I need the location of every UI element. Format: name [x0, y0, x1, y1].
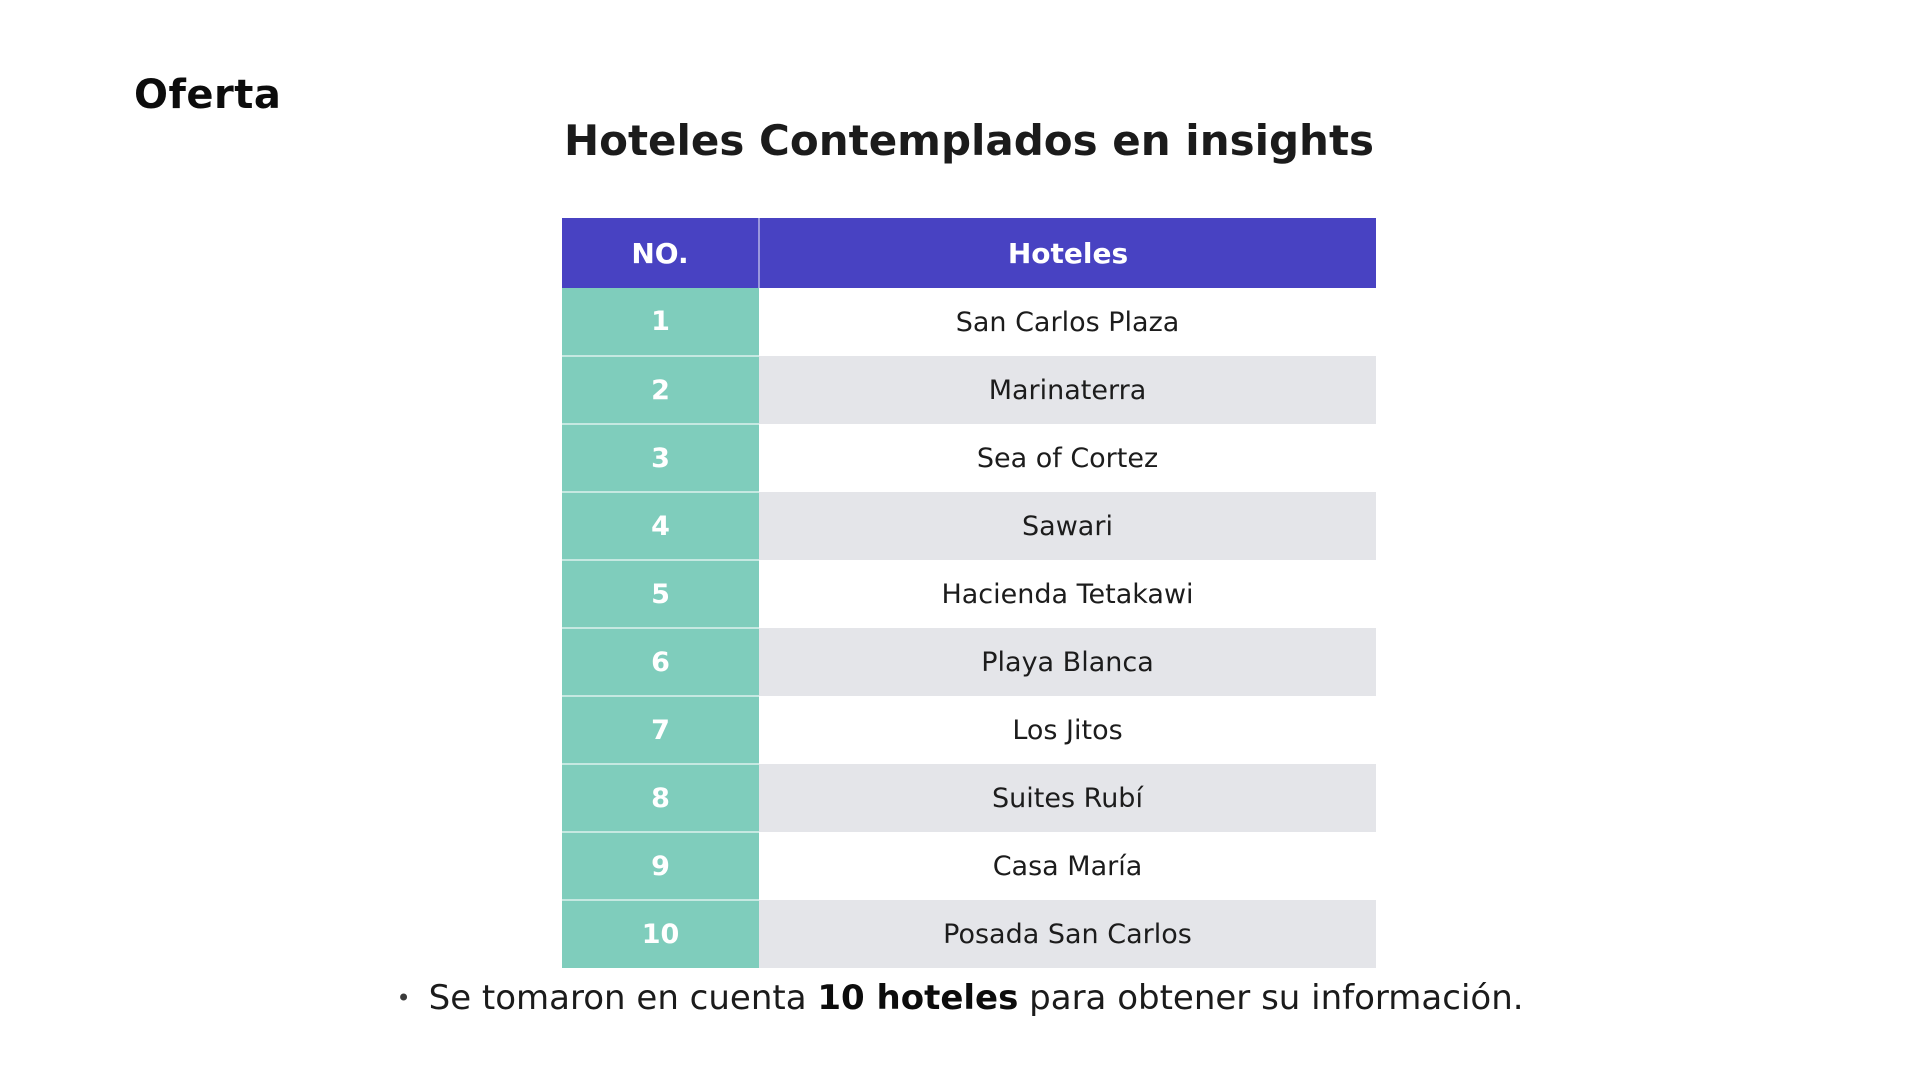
table-row: 4 Sawari — [562, 491, 1376, 560]
table-row: 7 Los Jitos — [562, 695, 1376, 764]
table-row: 6 Playa Blanca — [562, 627, 1376, 696]
table-row: 10 Posada San Carlos — [562, 899, 1376, 968]
table-row: 8 Suites Rubí — [562, 763, 1376, 832]
row-number-cell: 8 — [562, 763, 759, 832]
hotel-name-cell: Casa María — [759, 832, 1376, 900]
column-header-no: NO. — [562, 218, 760, 288]
row-number-cell: 10 — [562, 899, 759, 968]
hotel-name-cell: Sea of Cortez — [759, 424, 1376, 492]
table-row: 1 San Carlos Plaza — [562, 288, 1376, 356]
table-row: 3 Sea of Cortez — [562, 423, 1376, 492]
hotel-name-cell: Suites Rubí — [759, 764, 1376, 832]
hotels-table: NO. Hoteles 1 San Carlos Plaza 2 Marinat… — [562, 218, 1376, 968]
hotel-name-cell: Posada San Carlos — [759, 900, 1376, 968]
hotel-name-cell: Los Jitos — [759, 696, 1376, 764]
row-number-cell: 1 — [562, 288, 759, 356]
footer-text-before: Se tomaron en cuenta — [428, 978, 818, 1018]
row-number-cell: 9 — [562, 831, 759, 900]
hotel-name-cell: Playa Blanca — [759, 628, 1376, 696]
hotel-name-cell: San Carlos Plaza — [759, 288, 1376, 356]
table-body: 1 San Carlos Plaza 2 Marinaterra 3 Sea o… — [562, 288, 1376, 968]
table-header-row: NO. Hoteles — [562, 218, 1376, 288]
page-title: Hoteles Contemplados en insights — [563, 116, 1375, 165]
footer-note: • Se tomaron en cuenta 10 hoteles para o… — [0, 978, 1920, 1018]
bullet-icon: • — [396, 984, 411, 1012]
table-row: 5 Hacienda Tetakawi — [562, 559, 1376, 628]
row-number-cell: 6 — [562, 627, 759, 696]
slide-content: Hoteles Contemplados en insights NO. Hot… — [562, 116, 1376, 968]
row-number-cell: 7 — [562, 695, 759, 764]
row-number-cell: 5 — [562, 559, 759, 628]
row-number-cell: 2 — [562, 355, 759, 424]
table-row: 9 Casa María — [562, 831, 1376, 900]
row-number-cell: 3 — [562, 423, 759, 492]
footer-text: Se tomaron en cuenta 10 hoteles para obt… — [429, 978, 1524, 1018]
footer-text-after: para obtener su información. — [1018, 978, 1524, 1018]
table-row: 2 Marinaterra — [562, 355, 1376, 424]
hotel-name-cell: Marinaterra — [759, 356, 1376, 424]
column-header-hoteles: Hoteles — [759, 218, 1376, 288]
footer-text-bold: 10 hoteles — [817, 978, 1019, 1018]
row-number-cell: 4 — [562, 491, 759, 560]
section-label: Oferta — [134, 72, 282, 118]
hotel-name-cell: Hacienda Tetakawi — [759, 560, 1376, 628]
hotel-name-cell: Sawari — [759, 492, 1376, 560]
